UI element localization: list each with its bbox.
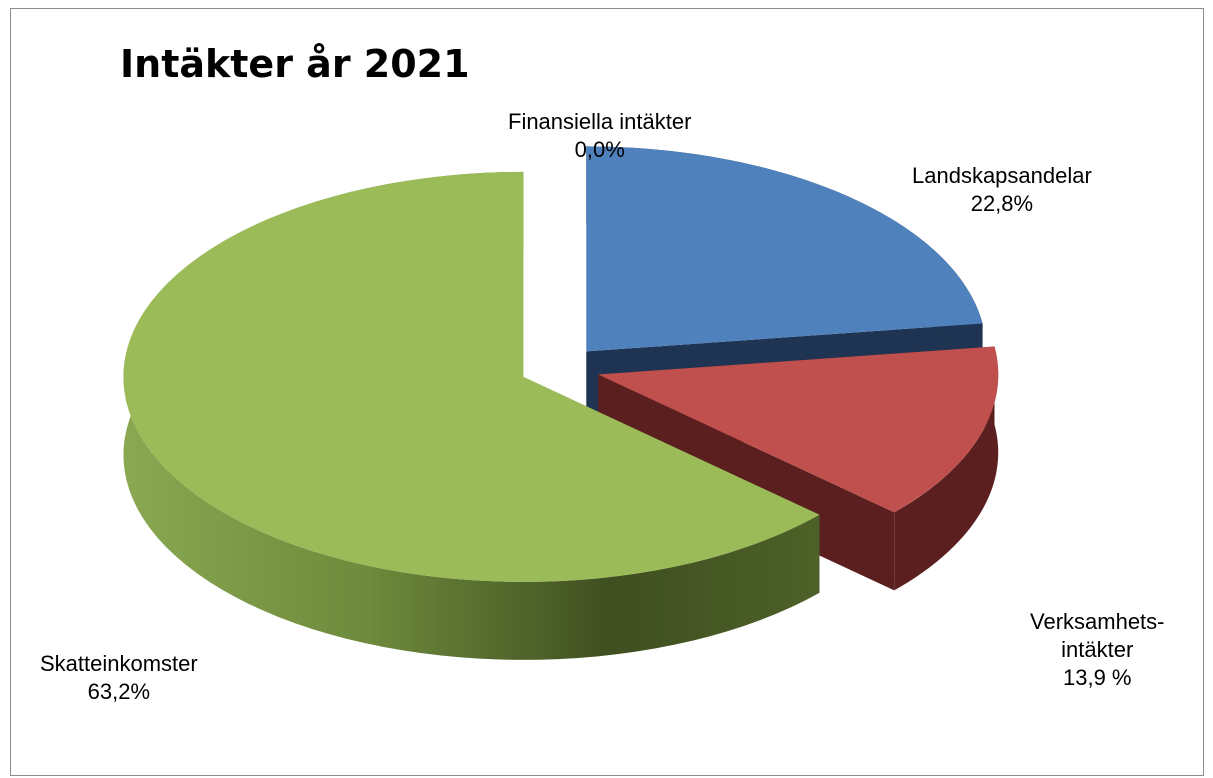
- slice-landskapsandelar-top: [586, 146, 983, 352]
- slice-skatteinkomster-outer-wall: [123, 171, 820, 660]
- slice-skatteinkomster-top: [123, 171, 820, 582]
- data-label-verksamhetsintakter: Verksamhets- intäkter 13,9 %: [1030, 609, 1165, 690]
- slice-verksamhetsintakter-outer-wall: [894, 346, 999, 591]
- data-label-landskapsandelar: Landskapsandelar 22,8%: [912, 163, 1092, 216]
- data-label-finansiella-intakter: Finansiella intäkter 0,0%: [508, 109, 692, 162]
- chart-title: Intäkter år 2021: [120, 42, 470, 86]
- slice-skatteinkomster: [123, 171, 820, 660]
- slice-verksamhetsintakter-top: [598, 346, 999, 513]
- data-label-skatteinkomster: Skatteinkomster 63,2%: [40, 651, 198, 704]
